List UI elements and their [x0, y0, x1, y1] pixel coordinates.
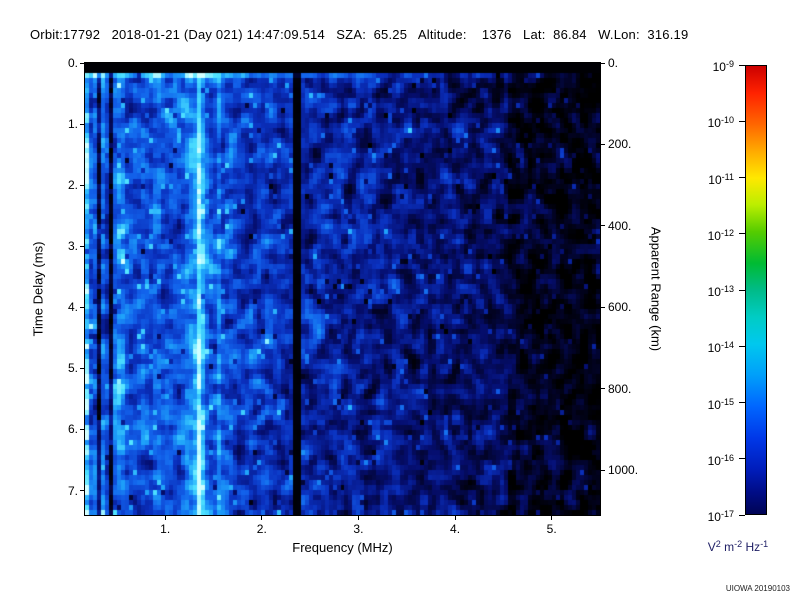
y-left-tick-label: 2. — [67, 178, 78, 193]
colorbar-exponent: -17 — [720, 509, 734, 519]
x-tick-label: 3. — [353, 522, 364, 536]
unit-exponent: -2 — [734, 539, 743, 549]
colorbar-exponent: -16 — [720, 452, 734, 463]
y-right-tick-label: 1000. — [608, 463, 639, 478]
y-left-tick-label: 0. — [67, 56, 78, 70]
y-left-tick-label: 4. — [67, 300, 78, 315]
x-tick-mark — [454, 515, 456, 520]
y-left-tick-label: 5. — [67, 361, 78, 376]
colorbar-tick-label: 10-14 — [707, 340, 734, 356]
x-tick-label: 1. — [160, 522, 171, 536]
colorbar-tick-mark — [739, 345, 745, 347]
colorbar — [745, 65, 767, 515]
colorbar-tick-label: 10-13 — [707, 284, 734, 299]
x-tick-mark — [261, 515, 263, 520]
colorbar-tick-mark — [739, 64, 745, 66]
y-left-tick-mark — [80, 490, 85, 492]
unit-exponent: 2 — [715, 539, 721, 549]
y-left-axis-title: Time Delay (ms) — [30, 241, 46, 337]
x-tick-label: 4. — [450, 522, 461, 536]
spectrogram-image — [84, 62, 601, 516]
y-left-tick-mark — [80, 367, 85, 369]
y-right-tick-label: 600. — [608, 300, 632, 315]
colorbar-exponent: -11 — [721, 171, 734, 182]
x-tick-mark — [164, 515, 166, 520]
watermark: UIOWA 20190103 — [725, 584, 790, 593]
unit-exponent: -1 — [760, 539, 769, 549]
y-right-tick-label: 800. — [608, 381, 632, 396]
y-right-tick-mark — [600, 388, 605, 390]
y-right-tick-label: 400. — [608, 218, 632, 233]
colorbar-tick-mark — [739, 289, 745, 291]
y-left-tick-label: 1. — [67, 117, 78, 132]
colorbar-tick-label: 10-11 — [708, 171, 734, 187]
colorbar-tick-label: 10-17 — [707, 509, 734, 524]
colorbar-tick-mark — [739, 120, 745, 122]
colorbar-tick-label: 10-16 — [707, 452, 734, 468]
y-right-tick-label: 200. — [608, 137, 632, 152]
colorbar-tick-mark — [739, 233, 745, 235]
header-line: Orbit:17792 2018-01-21 (Day 021) 14:47:0… — [30, 27, 689, 42]
colorbar-tick-label: 10-12 — [707, 227, 734, 243]
y-left-tick-mark — [80, 428, 85, 430]
y-right-axis-title: Apparent Range (km) — [648, 226, 664, 352]
colorbar-unit-label: V2 m-2 Hz-1 — [707, 539, 769, 554]
x-tick-mark — [551, 515, 553, 520]
y-left-tick-mark — [80, 184, 85, 186]
colorbar-tick-mark — [739, 458, 745, 460]
colorbar-tick-label: 10-9 — [712, 59, 734, 74]
y-left-tick-mark — [80, 245, 85, 247]
y-right-tick-mark — [600, 225, 605, 227]
colorbar-tick-mark — [739, 177, 745, 178]
colorbar-exponent: -15 — [720, 396, 734, 407]
colorbar-exponent: -9 — [725, 59, 734, 69]
colorbar-exponent: -13 — [720, 284, 734, 294]
y-left-tick-label: 7. — [67, 483, 78, 498]
colorbar-exponent: -10 — [720, 115, 734, 126]
y-right-tick-label: 0. — [608, 56, 619, 70]
y-left-tick-label: 6. — [67, 422, 78, 437]
y-left-tick-label: 3. — [67, 239, 78, 254]
colorbar-exponent: -12 — [720, 227, 734, 238]
y-right-tick-mark — [600, 306, 605, 308]
y-right-tick-mark — [600, 469, 605, 471]
y-right-tick-mark — [600, 62, 605, 64]
x-tick-label: 5. — [546, 522, 557, 536]
x-tick-label: 2. — [256, 522, 267, 536]
colorbar-tick-mark — [739, 402, 745, 403]
y-left-tick-mark — [80, 62, 85, 64]
x-axis-title: Frequency (MHz) — [292, 540, 393, 555]
y-left-tick-mark — [80, 306, 85, 308]
y-left-tick-mark — [80, 123, 85, 125]
y-right-tick-mark — [600, 143, 605, 145]
colorbar-tick-label: 10-15 — [707, 396, 734, 412]
colorbar-exponent: -14 — [720, 340, 734, 351]
colorbar-tick-mark — [739, 514, 745, 516]
x-tick-mark — [357, 515, 359, 520]
colorbar-tick-label: 10-10 — [707, 115, 734, 131]
